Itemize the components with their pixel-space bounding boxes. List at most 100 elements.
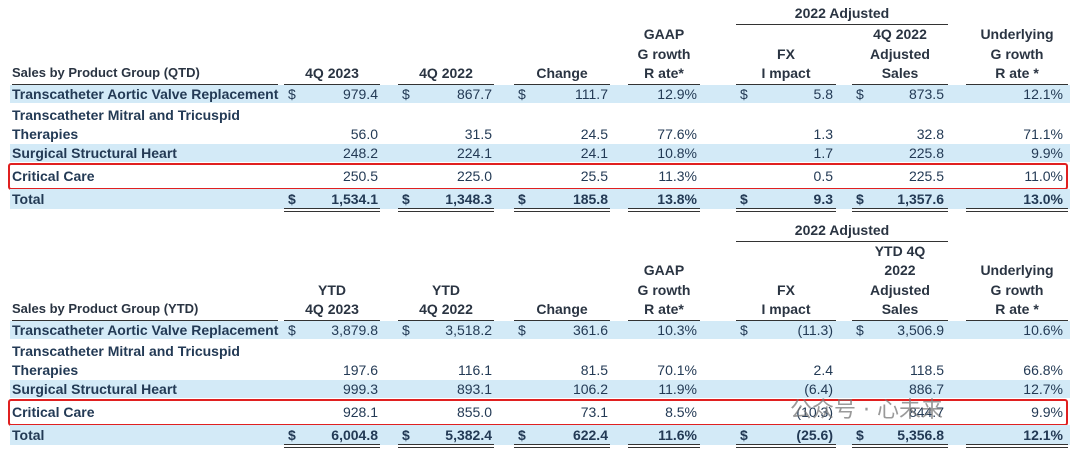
cell-value: 31.5	[464, 126, 492, 142]
column-header: Change	[536, 301, 588, 317]
group-rule	[736, 240, 948, 242]
column-header: Change	[536, 65, 588, 81]
cell-value: 25.5	[580, 167, 608, 184]
cell-value: 12.7%	[1023, 381, 1063, 397]
cell-value: 844.7	[908, 403, 944, 420]
column-header: G rowth	[990, 281, 1044, 298]
column-header: FX	[777, 281, 795, 298]
cell-value: 225.8	[908, 145, 944, 161]
cell-value: 5,382.4	[445, 427, 492, 443]
header-rule	[514, 320, 610, 321]
cell-value: 361.6	[572, 322, 608, 338]
cell-value: 13.8%	[657, 191, 697, 207]
header-rule	[12, 84, 278, 85]
row-label: Critical Care	[12, 167, 95, 184]
cell-value: 73.1	[580, 403, 608, 420]
column-header: R ate*	[644, 301, 684, 317]
column-header: Sales by Product Group (QTD)	[12, 65, 200, 80]
cell-value: (25.6)	[796, 427, 833, 443]
cell-value: 11.9%	[658, 381, 697, 397]
watermark: 公众号 · 心未来	[790, 398, 943, 423]
column-header: R ate*	[644, 65, 684, 81]
column-header: G rowth	[990, 45, 1044, 62]
cell-value: 32.8	[916, 126, 944, 142]
cell-value: 118.5	[910, 362, 944, 378]
row-label: Transcatheter Aortic Valve Replacement	[12, 86, 279, 102]
header-rule	[736, 84, 836, 85]
cell-value: 24.5	[580, 126, 608, 142]
row-band	[10, 85, 1070, 103]
cell-value: 66.8%	[1023, 362, 1063, 378]
cell-value: 11.6%	[658, 427, 697, 443]
currency-sign: $	[402, 322, 410, 338]
currency-sign: $	[518, 191, 526, 207]
total-rule	[628, 208, 700, 212]
row-label: Surgical Structural Heart	[12, 381, 177, 397]
header-rule	[12, 320, 278, 321]
header-rule	[852, 320, 948, 321]
total-rule	[966, 208, 1068, 212]
column-header: Underlying	[980, 262, 1054, 278]
row-band	[10, 380, 1070, 398]
cell-value: 225.0	[456, 167, 492, 184]
cell-value: 248.2	[342, 145, 378, 161]
currency-sign: $	[740, 427, 748, 443]
total-rule	[398, 444, 494, 448]
column-header: Underlying	[980, 26, 1054, 42]
total-rule	[284, 444, 380, 448]
currency-sign: $	[518, 86, 526, 102]
row-band	[10, 189, 1070, 209]
cell-value: 9.9%	[1031, 145, 1063, 161]
column-header: 4Q 2022	[419, 65, 473, 81]
column-header: I mpact	[761, 65, 811, 81]
column-header: 2022	[884, 262, 916, 278]
column-header: R ate *	[995, 65, 1039, 81]
currency-sign: $	[402, 427, 410, 443]
column-header: G rowth	[637, 45, 691, 62]
group-header: 2022 Adjusted	[794, 221, 890, 238]
cell-value: 111.7	[575, 86, 608, 102]
cell-value: 81.5	[580, 362, 608, 378]
currency-sign: $	[856, 322, 864, 338]
header-rule	[398, 84, 494, 85]
cell-value: 3,518.2	[445, 322, 492, 338]
cell-value: 10.8%	[657, 145, 697, 161]
cell-value: 77.6%	[657, 126, 697, 142]
column-header: 4Q 2023	[305, 301, 359, 317]
cell-value: 11.0%	[1024, 167, 1063, 184]
currency-sign: $	[856, 86, 864, 102]
header-rule	[966, 84, 1068, 85]
cell-value: 10.6%	[1023, 322, 1063, 338]
cell-value: 185.8	[572, 191, 608, 207]
column-header: YTD 4Q	[874, 242, 926, 259]
column-header: G rowth	[637, 281, 691, 298]
total-rule	[514, 208, 610, 212]
cell-value: 116.1	[458, 362, 492, 378]
cell-value: 70.1%	[657, 362, 697, 378]
cell-value: 224.1	[456, 145, 492, 161]
currency-sign: $	[288, 322, 296, 338]
cell-value: 1.3	[813, 126, 833, 142]
header-rule	[736, 320, 836, 321]
column-header: GAAP	[643, 26, 685, 42]
total-rule	[514, 444, 610, 448]
cell-value: 106.2	[572, 381, 608, 397]
cell-value: 71.1%	[1023, 126, 1063, 142]
header-rule	[628, 84, 700, 85]
column-header: GAAP	[643, 262, 685, 278]
cell-value: 12.1%	[1023, 86, 1063, 102]
header-rule	[628, 320, 700, 321]
cell-value: 999.3	[342, 381, 378, 397]
cell-value: 1,534.1	[331, 191, 378, 207]
cell-value: (11.3)	[797, 322, 833, 338]
total-rule	[736, 208, 836, 212]
currency-sign: $	[740, 322, 748, 338]
currency-sign: $	[856, 427, 864, 443]
cell-value: 24.1	[580, 145, 608, 161]
row-label: Total	[12, 427, 45, 443]
cell-value: 197.6	[342, 362, 378, 378]
column-header: YTD	[432, 281, 460, 298]
cell-value: 13.0%	[1023, 191, 1063, 207]
row-label: Critical Care	[12, 403, 95, 420]
cell-value: 9.9%	[1031, 403, 1063, 420]
